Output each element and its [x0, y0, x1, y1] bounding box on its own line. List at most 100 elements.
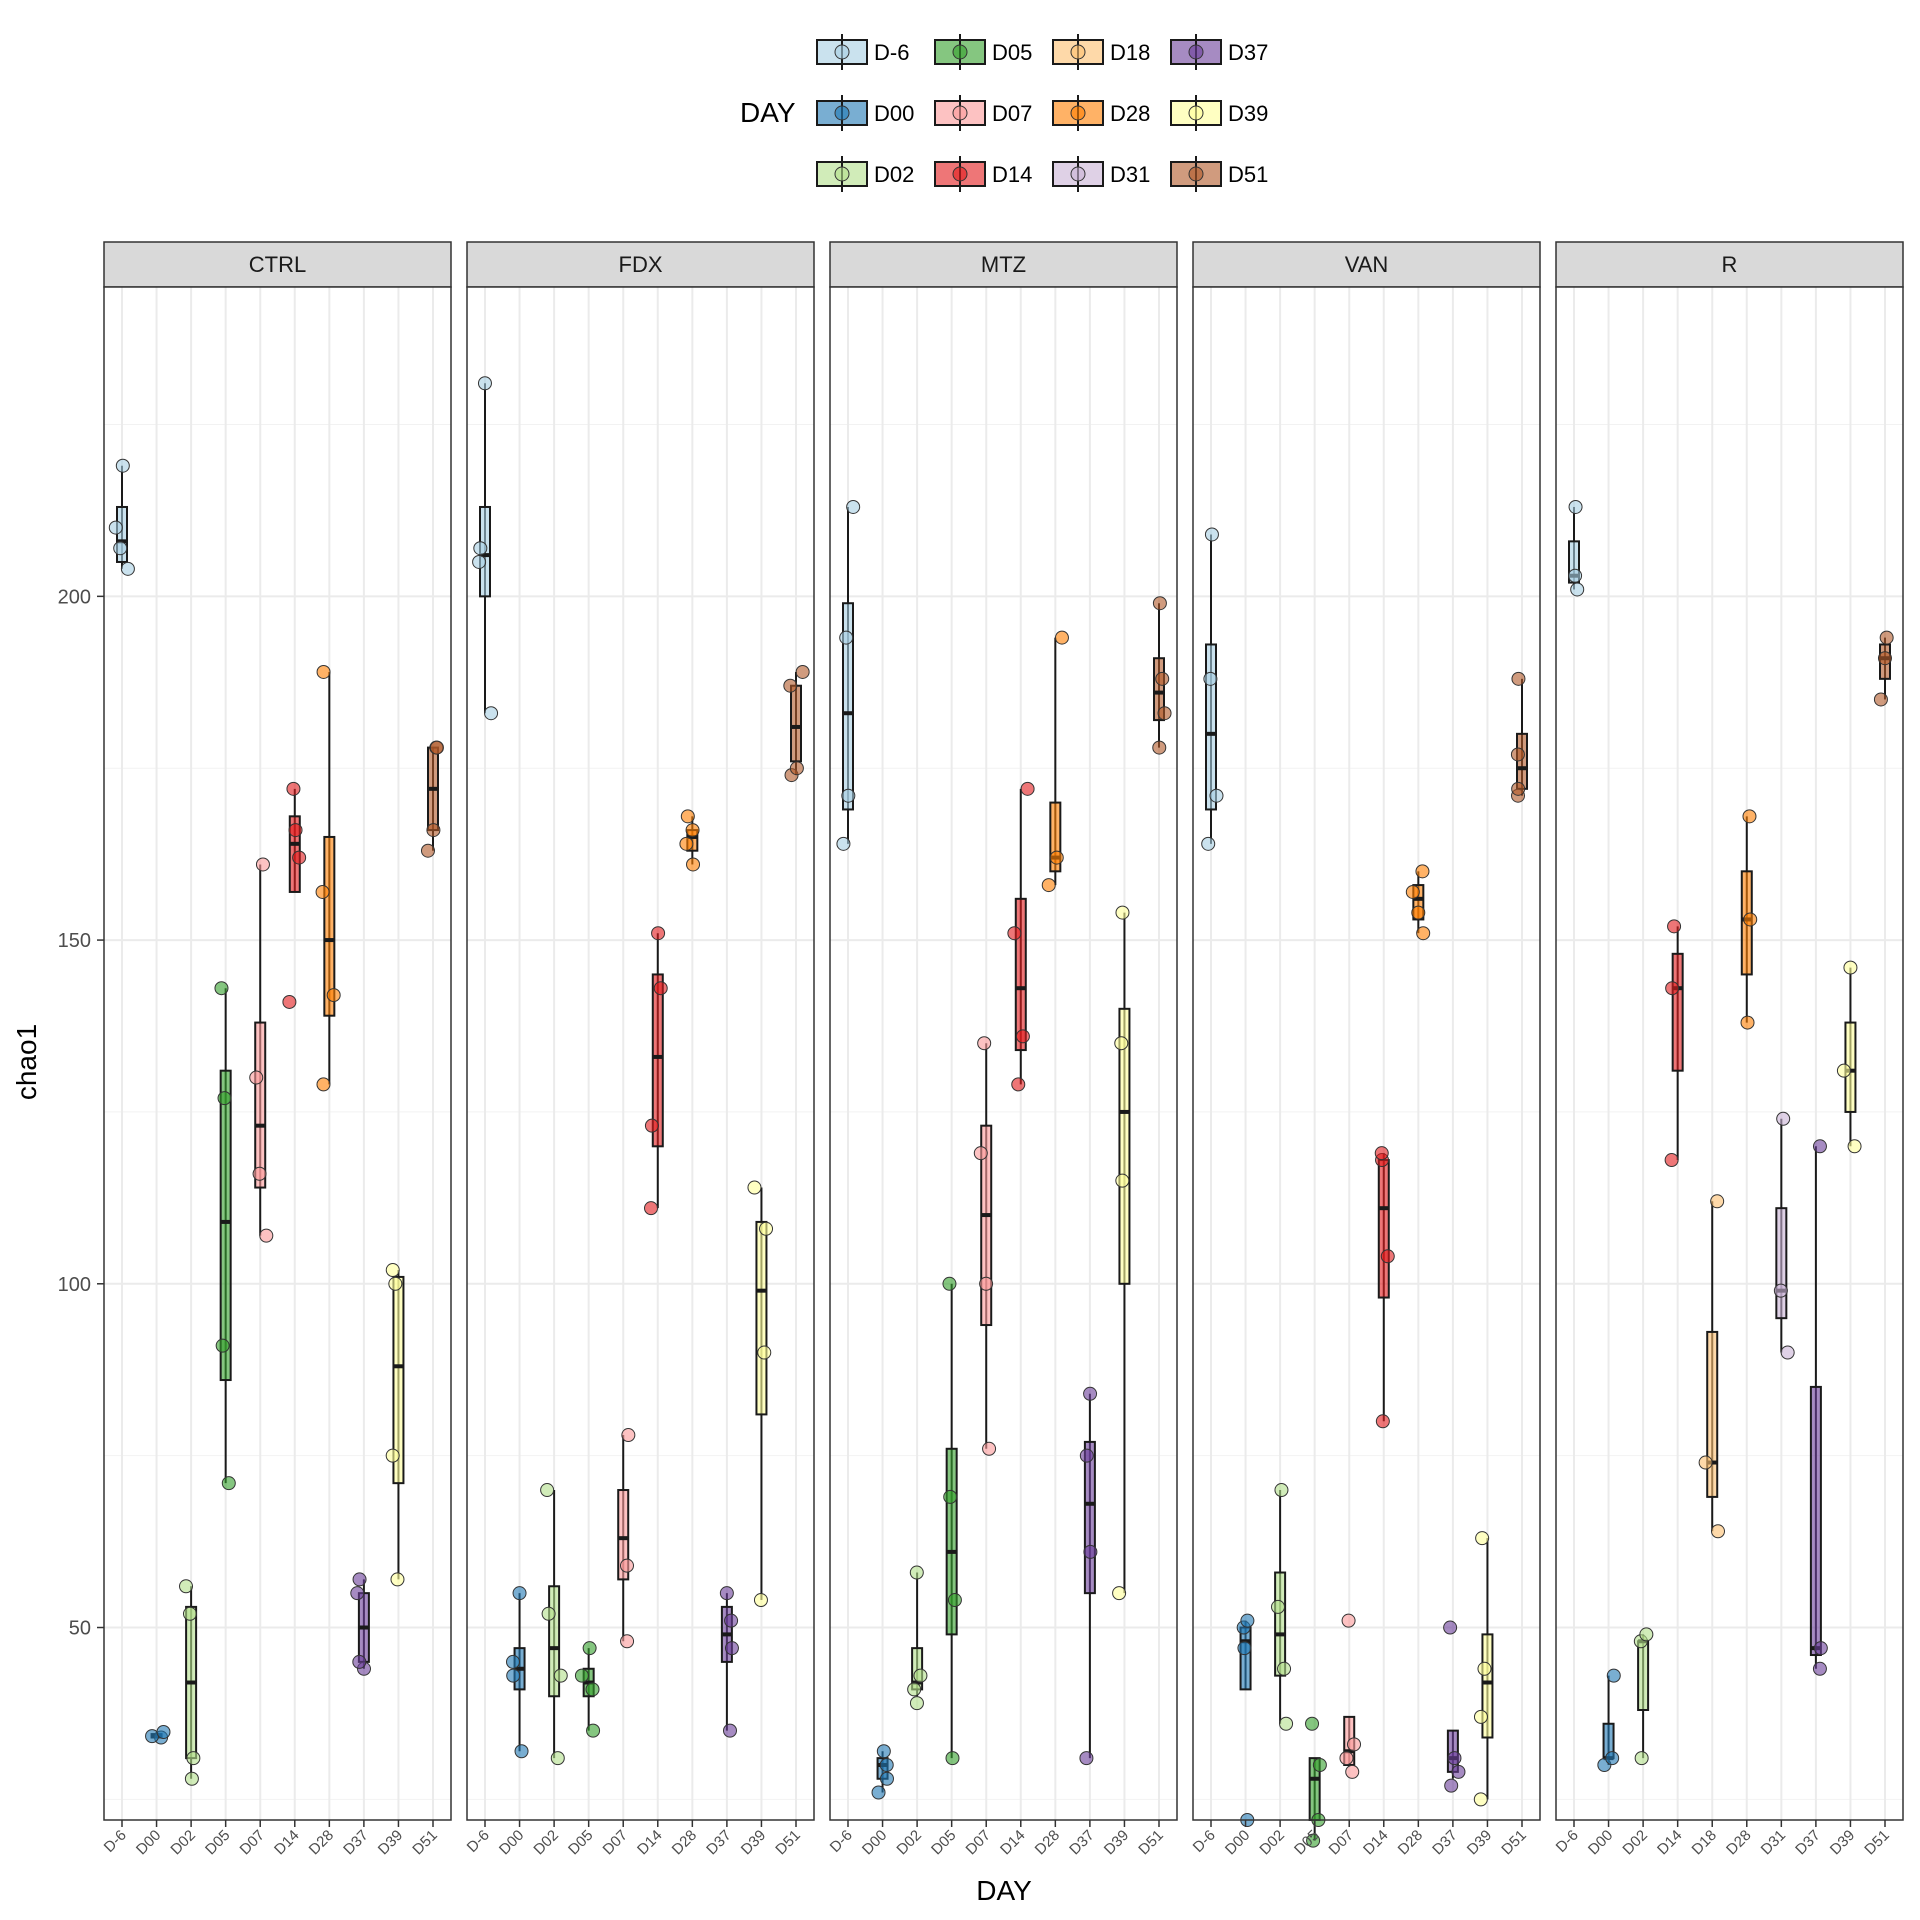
- box-r-d31: [1773, 1111, 1795, 1360]
- data-point: [506, 1668, 521, 1683]
- box-fdx-d00: [505, 1586, 529, 1759]
- data-point: [1812, 1139, 1827, 1154]
- box-body: [1671, 952, 1684, 1072]
- x-tick-label: D-6: [1190, 1827, 1219, 1856]
- y-tick-label: 150: [58, 930, 91, 952]
- data-point: [184, 1771, 199, 1786]
- x-tick-label: D37: [1792, 1827, 1823, 1858]
- box-body: [1205, 643, 1217, 811]
- data-point: [977, 1036, 992, 1051]
- x-tick-label: D00: [1222, 1827, 1253, 1858]
- data-point: [719, 1586, 734, 1601]
- x-tick-label: D37: [1066, 1827, 1097, 1858]
- data-point: [1277, 1661, 1292, 1676]
- box-mtz-d02: [907, 1565, 928, 1711]
- panel-mtz: MTZ D-6 D00 D02 D05 D07 D14 D28 D37 D39 D51: [827, 241, 1178, 1858]
- panel-border: [466, 286, 815, 1821]
- data-point: [113, 541, 128, 556]
- legend-point: [1070, 166, 1086, 182]
- data-point: [1451, 1764, 1466, 1779]
- panel-border: [1192, 286, 1541, 1821]
- data-point: [472, 554, 487, 569]
- data-point: [973, 1146, 988, 1161]
- data-point: [1347, 1737, 1362, 1752]
- data-point: [288, 823, 303, 838]
- data-point: [286, 781, 301, 796]
- legend-label: D31: [1110, 162, 1150, 187]
- box-mtz-d00: [871, 1744, 894, 1800]
- x-tick-label: D37: [1429, 1827, 1460, 1858]
- x-tick-label: D37: [703, 1827, 734, 1858]
- box-body: [219, 1069, 232, 1382]
- data-point: [1873, 692, 1888, 707]
- panel-border: [103, 286, 452, 1821]
- data-point: [574, 1668, 589, 1683]
- box-ctrl-d14: [282, 781, 307, 1009]
- data-point: [1776, 1111, 1791, 1126]
- legend-label: D-6: [874, 40, 909, 65]
- data-point: [1511, 781, 1526, 796]
- data-point: [753, 1593, 768, 1608]
- data-point: [841, 788, 856, 803]
- box-fdx-d02: [540, 1483, 568, 1766]
- data-point: [846, 499, 861, 514]
- box-r-d39: [1836, 960, 1862, 1154]
- data-point: [795, 664, 810, 679]
- data-point: [1740, 1015, 1755, 1030]
- data-point: [315, 884, 330, 899]
- panel-strip-label: FDX: [619, 252, 663, 277]
- data-point: [1411, 905, 1426, 920]
- legend-item-d00: D00: [816, 95, 914, 131]
- data-point: [512, 1586, 527, 1601]
- x-tick-label: D39: [1464, 1827, 1495, 1858]
- x-tick-label: D00: [133, 1827, 164, 1858]
- x-tick-label: D00: [1585, 1827, 1616, 1858]
- box-fdx-d-6: [472, 376, 499, 721]
- data-point: [680, 809, 695, 824]
- data-point: [621, 1428, 636, 1443]
- box-body: [1083, 1440, 1096, 1595]
- data-point: [186, 1751, 201, 1766]
- data-point: [1780, 1345, 1795, 1360]
- data-point: [1305, 1716, 1320, 1731]
- data-point: [1416, 926, 1431, 941]
- box-mtz-d05: [942, 1276, 962, 1766]
- data-point: [1041, 878, 1056, 893]
- box-van-d14: [1374, 1146, 1395, 1429]
- data-point: [653, 981, 668, 996]
- x-tick-label: D05: [1291, 1827, 1322, 1858]
- x-tick-label: D14: [997, 1827, 1028, 1858]
- legend-point: [834, 166, 850, 182]
- panel-strip: [466, 241, 815, 288]
- y-axis-title: chao1: [11, 1024, 42, 1100]
- box-body: [1775, 1207, 1788, 1320]
- box-ctrl-d39: [385, 1263, 405, 1587]
- data-point: [182, 1606, 197, 1621]
- data-point: [1114, 1036, 1129, 1051]
- data-point: [1011, 1077, 1026, 1092]
- data-point: [1112, 1586, 1127, 1601]
- box-van-d02: [1271, 1483, 1294, 1731]
- data-point: [1813, 1641, 1828, 1656]
- box-r-d00: [1597, 1668, 1621, 1773]
- x-tick-label: D14: [634, 1827, 665, 1858]
- data-point: [1201, 836, 1216, 851]
- legend-label: D51: [1228, 162, 1268, 187]
- data-point: [115, 458, 130, 473]
- box-body: [1239, 1626, 1252, 1691]
- x-tick-label: D07: [237, 1827, 268, 1858]
- x-tick-label: D-6: [827, 1827, 856, 1856]
- data-point: [1510, 747, 1525, 762]
- legend-point: [1070, 105, 1086, 121]
- data-point: [1743, 912, 1758, 927]
- data-point: [1240, 1613, 1255, 1628]
- box-ctrl-d-6: [108, 458, 135, 576]
- data-point: [1742, 809, 1757, 824]
- x-tick-label: D-6: [101, 1827, 130, 1856]
- data-point: [553, 1668, 568, 1683]
- x-tick-label: D02: [530, 1827, 561, 1858]
- data-point: [1773, 1283, 1788, 1298]
- data-point: [1405, 884, 1420, 899]
- data-point: [879, 1771, 894, 1786]
- box-van-d-6: [1201, 527, 1224, 851]
